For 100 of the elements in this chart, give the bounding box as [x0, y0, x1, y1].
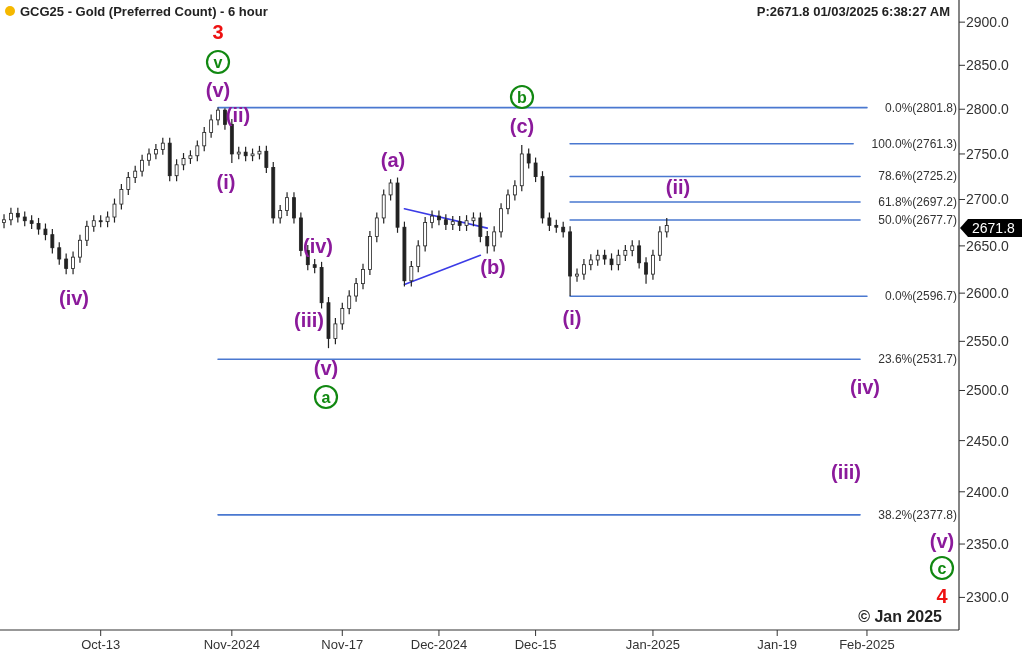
- candlestick: [57, 241, 62, 266]
- annotation: (v): [313, 357, 339, 379]
- annotation: (iv): [59, 287, 89, 309]
- candlestick: [416, 239, 421, 273]
- candlestick: [575, 267, 579, 283]
- candlestick: [71, 250, 75, 275]
- candlestick: [637, 239, 642, 270]
- candlestick: [223, 107, 227, 131]
- candlestick: [119, 183, 124, 211]
- candlestick: [533, 156, 538, 183]
- y-tick-label: 2700.0: [966, 191, 1010, 208]
- x-tick-label: Dec-15: [514, 637, 557, 652]
- candlestick: [664, 217, 669, 239]
- annotation: (i): [562, 307, 582, 329]
- candlestick: [154, 143, 158, 160]
- annotation: (c): [509, 115, 535, 137]
- x-tick-label: Dec-2024: [410, 637, 468, 652]
- candlestick: [409, 260, 414, 288]
- annotation: (b): [480, 256, 506, 278]
- x-tick-label: Nov-17: [321, 637, 364, 652]
- series-label: 100.0%(2761.3): [871, 136, 957, 151]
- candlestick: [292, 191, 296, 225]
- candlestick: [195, 139, 200, 162]
- annotation: (iii): [294, 309, 324, 331]
- candlestick: [499, 202, 503, 239]
- candlestick: [361, 263, 365, 290]
- candlestick: [547, 211, 552, 232]
- annotation: © Jan 2025: [858, 608, 943, 625]
- candlestick: [333, 317, 338, 345]
- annotation: (iv): [850, 376, 880, 398]
- annotation: a: [321, 388, 331, 406]
- x-tick-label: Jan-2025: [625, 637, 681, 652]
- candlestick: [209, 113, 214, 139]
- candlestick: [582, 258, 586, 281]
- annotation: (v): [205, 79, 231, 101]
- candlestick: [112, 197, 117, 224]
- annotation: b: [517, 88, 528, 106]
- candlestick: [381, 188, 386, 225]
- candlestick: [340, 302, 345, 331]
- candlestick: [492, 225, 497, 253]
- annotation: v: [213, 53, 223, 71]
- annotation: (iv): [303, 235, 333, 257]
- y-tick-label: 2400.0: [966, 483, 1010, 500]
- candlestick: [84, 220, 89, 247]
- series-label: 0.0%(2801.8): [884, 100, 957, 115]
- candlestick: [140, 154, 144, 178]
- candlestick: [264, 145, 269, 174]
- candlestick: [657, 225, 662, 262]
- y-tick-label: 2450.0: [966, 432, 1010, 449]
- candlestick: [437, 209, 441, 226]
- y-tick-label: 2900.0: [966, 14, 1010, 31]
- annotation: 3: [212, 21, 224, 43]
- x-tick-label: Jan-19: [757, 637, 798, 652]
- candlestick: [526, 147, 531, 170]
- candlestick: [126, 171, 131, 196]
- series-label: 61.8%(2697.2): [878, 195, 957, 210]
- candlestick: [506, 188, 510, 215]
- y-tick-label: 2550.0: [966, 333, 1010, 350]
- y-tick-label: 2800.0: [966, 101, 1010, 118]
- candlestick: [644, 256, 648, 285]
- candlestick: [354, 277, 358, 303]
- y-tick-label: 2650.0: [966, 237, 1010, 254]
- candlestick: [616, 249, 621, 271]
- annotation: (v): [929, 530, 955, 552]
- x-tick-label: Oct-13: [81, 637, 121, 652]
- candlestick: [347, 289, 352, 315]
- series-label: 38.2%(2377.8): [878, 507, 957, 522]
- candlestick: [388, 178, 393, 202]
- x-tick-label: Feb-2025: [839, 637, 895, 652]
- candlestick: [423, 216, 428, 253]
- y-tick-label: 2600.0: [966, 285, 1010, 302]
- annotation: 4: [936, 585, 949, 607]
- candlestick: [9, 207, 13, 226]
- candlestick: [78, 234, 82, 264]
- annotation: (i): [216, 171, 236, 193]
- y-tick-label: 2350.0: [966, 536, 1010, 553]
- annotation: (a): [380, 149, 406, 171]
- y-tick-label: 2850.0: [966, 57, 1010, 74]
- candlestick: [202, 126, 207, 152]
- candlestick: [278, 204, 283, 225]
- series-label: 23.6%(2531.7): [878, 352, 957, 367]
- series-label: 0.0%(2596.7): [884, 289, 957, 304]
- annotation: c: [937, 559, 947, 577]
- y-tick-label: 2500.0: [966, 382, 1010, 399]
- candlestick: [485, 230, 490, 254]
- chart-title: GCG25 - Gold (Preferred Count) - 6 hour: [20, 4, 268, 19]
- candlestick: [478, 211, 483, 243]
- candlestick: [651, 249, 655, 281]
- candlestick: [285, 191, 289, 217]
- x-tick-label: Nov-2024: [203, 637, 261, 652]
- candlestick: [174, 158, 179, 182]
- y-tick-label: 2750.0: [966, 145, 1010, 162]
- candlestick: [2, 213, 6, 229]
- annotation: P:2671.8 01/03/2025 6:38:27 AM: [756, 4, 950, 19]
- annotation: (ii): [665, 176, 691, 198]
- series-label: 78.6%(2725.2): [878, 169, 957, 184]
- candlestick: [64, 252, 69, 275]
- series-label: 50.0%(2677.7): [878, 213, 957, 228]
- candlestick: [512, 179, 517, 202]
- candlestick: [374, 211, 379, 243]
